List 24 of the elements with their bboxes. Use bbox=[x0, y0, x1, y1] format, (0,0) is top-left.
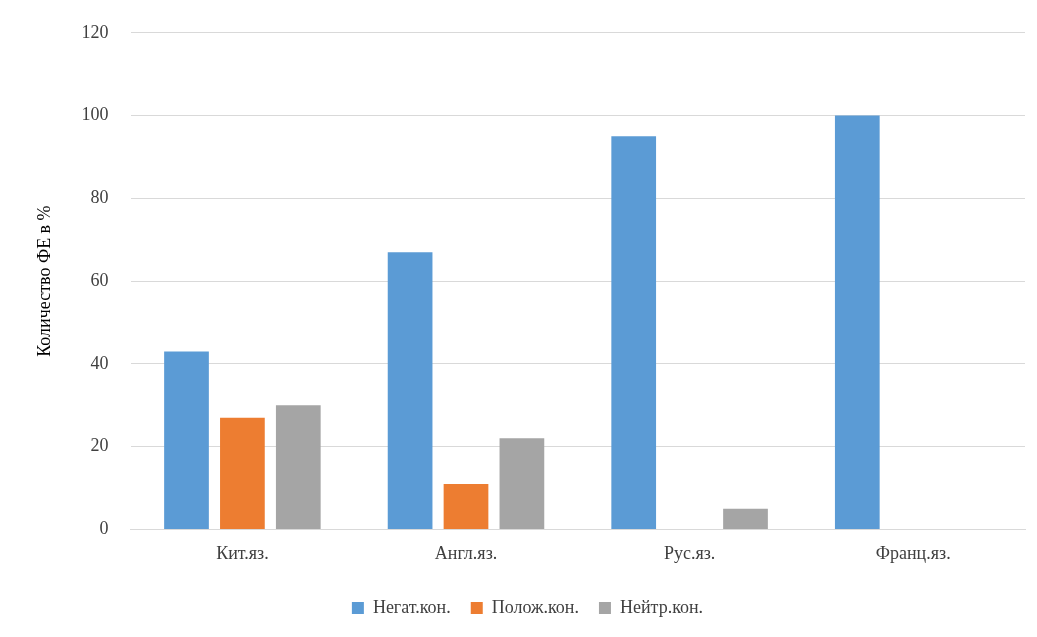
legend-label: Негат.кон. bbox=[372, 596, 451, 617]
bar bbox=[387, 252, 433, 529]
legend-label: Полож.кон. bbox=[491, 596, 579, 617]
bar bbox=[723, 508, 768, 529]
x-tick-label: Франц.яз. bbox=[875, 542, 951, 563]
y-tick-label: 80 bbox=[90, 187, 109, 208]
bar bbox=[443, 483, 489, 529]
y-tick-label: 40 bbox=[90, 352, 109, 373]
x-tick-label: Англ.яз. bbox=[434, 542, 498, 563]
legend-label: Нейтр.кон. bbox=[619, 596, 704, 617]
bar bbox=[275, 405, 321, 529]
bar bbox=[499, 438, 545, 529]
y-tick-label: 100 bbox=[81, 104, 109, 125]
y-tick-label: 60 bbox=[90, 269, 109, 290]
y-tick-label: 20 bbox=[90, 435, 109, 456]
x-tick-label: Кит.яз. bbox=[216, 542, 269, 563]
bar bbox=[220, 417, 265, 529]
bar bbox=[164, 351, 209, 529]
x-tick-label: Рус.яз. bbox=[663, 542, 716, 563]
y-tick-label: 0 bbox=[99, 518, 109, 539]
bar bbox=[834, 115, 880, 529]
y-tick-label: 120 bbox=[81, 21, 109, 42]
bar bbox=[611, 136, 657, 529]
y-axis-title: Количество ФЕ в % bbox=[33, 205, 54, 357]
